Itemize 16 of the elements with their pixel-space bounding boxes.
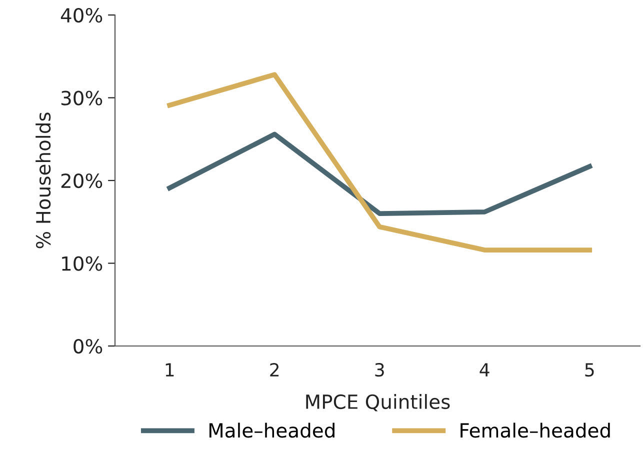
y-tick-label: 0%	[74, 338, 102, 354]
x-tick-label: 4	[480, 363, 490, 376]
legend-label: Female–headed	[460, 422, 610, 438]
y-tick-label: 30%	[61, 90, 102, 106]
y-tick-label: 40%	[60, 8, 102, 23]
x-tick-label: 1	[166, 363, 174, 376]
x-tick-label: 3	[375, 362, 384, 377]
line-series	[167, 72, 592, 252]
x-tick-label: 5	[585, 363, 594, 377]
legend-label: Male–headed	[209, 422, 334, 438]
y-axis-title: % Households	[36, 112, 51, 248]
y-tick-label: 10%	[62, 256, 102, 271]
line-series	[167, 132, 592, 216]
x-tick-label: 2	[270, 362, 279, 376]
x-axis-title: MPCE Quintiles	[306, 394, 450, 412]
y-tick-label: 20%	[61, 173, 102, 188]
